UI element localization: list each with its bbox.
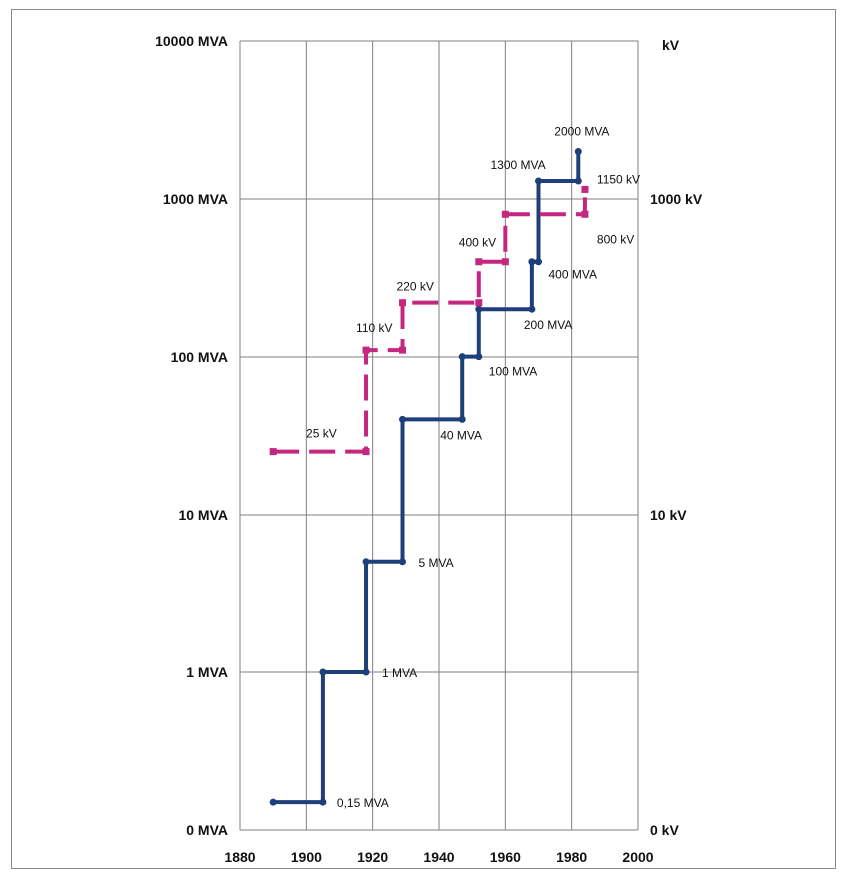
data-point	[581, 185, 589, 193]
grid	[239, 40, 639, 831]
data-label: 1150 kV	[597, 172, 640, 186]
data-point	[269, 798, 277, 806]
data-point	[535, 177, 542, 185]
data-point	[399, 346, 407, 354]
data-point	[475, 299, 483, 307]
x-tick-label: 1940	[423, 849, 454, 865]
data-point	[581, 210, 589, 218]
data-label: 5 MVA	[419, 556, 454, 570]
data-point	[319, 668, 327, 676]
data-label: 25 kV	[306, 427, 337, 441]
y-right-tick-label: 10 kV	[650, 507, 687, 523]
data-point	[528, 305, 536, 313]
data-point	[574, 148, 582, 156]
annotations: 0,15 MVA 1 MVA 5 MVA 40 MVA 100 MVA 200 MVA 40…	[306, 125, 640, 811]
x-tick-label: 1980	[556, 849, 587, 865]
y-left-tick-label: 0 MVA	[186, 822, 228, 838]
data-point	[501, 210, 509, 218]
data-point	[528, 258, 536, 266]
y-left-tick-label: 100 MVA	[171, 349, 228, 365]
y-right-tick-label: 0 kV	[650, 822, 679, 838]
x-tick-label: 1960	[490, 849, 521, 865]
data-label: 400 kV	[459, 236, 496, 250]
series	[269, 148, 589, 806]
data-label: 100 MVA	[489, 365, 537, 379]
y-left-tick-label: 1000 MVA	[163, 191, 228, 207]
data-label: 0,15 MVA	[337, 796, 389, 810]
data-point	[362, 668, 370, 676]
voltage-series-line	[273, 189, 587, 454]
data-point	[399, 299, 407, 307]
data-point	[399, 558, 407, 566]
data-point	[362, 558, 370, 566]
y-axis-left: 0 MVA 1 MVA 10 MVA 100 MVA 1000 MVA 10000 MVA	[155, 33, 228, 838]
data-point	[574, 177, 582, 185]
data-label: 110 kV	[356, 321, 392, 335]
data-point	[475, 258, 483, 266]
data-point	[475, 353, 483, 361]
data-point	[501, 258, 509, 266]
x-tick-label: 2000	[622, 849, 653, 865]
data-point	[362, 346, 370, 354]
x-tick-label: 1880	[224, 849, 255, 865]
data-label: 2000 MVA	[554, 125, 609, 139]
data-label: 1300 MVA	[491, 158, 546, 172]
power-series-line	[273, 151, 581, 805]
data-point	[458, 353, 466, 361]
data-label: 40 MVA	[440, 428, 482, 442]
y-right-tick-label: 1000 kV	[650, 191, 703, 207]
x-tick-label: 1900	[291, 849, 322, 865]
y-left-tick-label: 10000 MVA	[155, 33, 228, 49]
data-point	[319, 798, 327, 806]
chart-frame	[11, 9, 836, 869]
data-label: 400 MVA	[549, 268, 597, 282]
x-tick-label: 1920	[357, 849, 388, 865]
data-label: 800 kV	[597, 232, 634, 246]
data-point	[535, 258, 542, 266]
data-label: 1 MVA	[382, 666, 417, 680]
y-left-tick-label: 10 MVA	[178, 507, 228, 523]
data-point	[399, 415, 407, 423]
y-left-tick-label: 1 MVA	[186, 664, 228, 680]
x-axis: 1880 1900 1920 1940 1960 1980 2000	[224, 849, 653, 865]
data-point	[269, 448, 277, 456]
data-point	[362, 448, 370, 456]
data-label: 220 kV	[397, 280, 434, 294]
data-point	[458, 415, 466, 423]
data-point	[475, 305, 483, 313]
y-axis-right: 0 kV 10 kV 1000 kV	[650, 191, 703, 838]
data-label: 200 MVA	[524, 318, 572, 332]
y-right-unit-label: kV	[662, 37, 680, 53]
